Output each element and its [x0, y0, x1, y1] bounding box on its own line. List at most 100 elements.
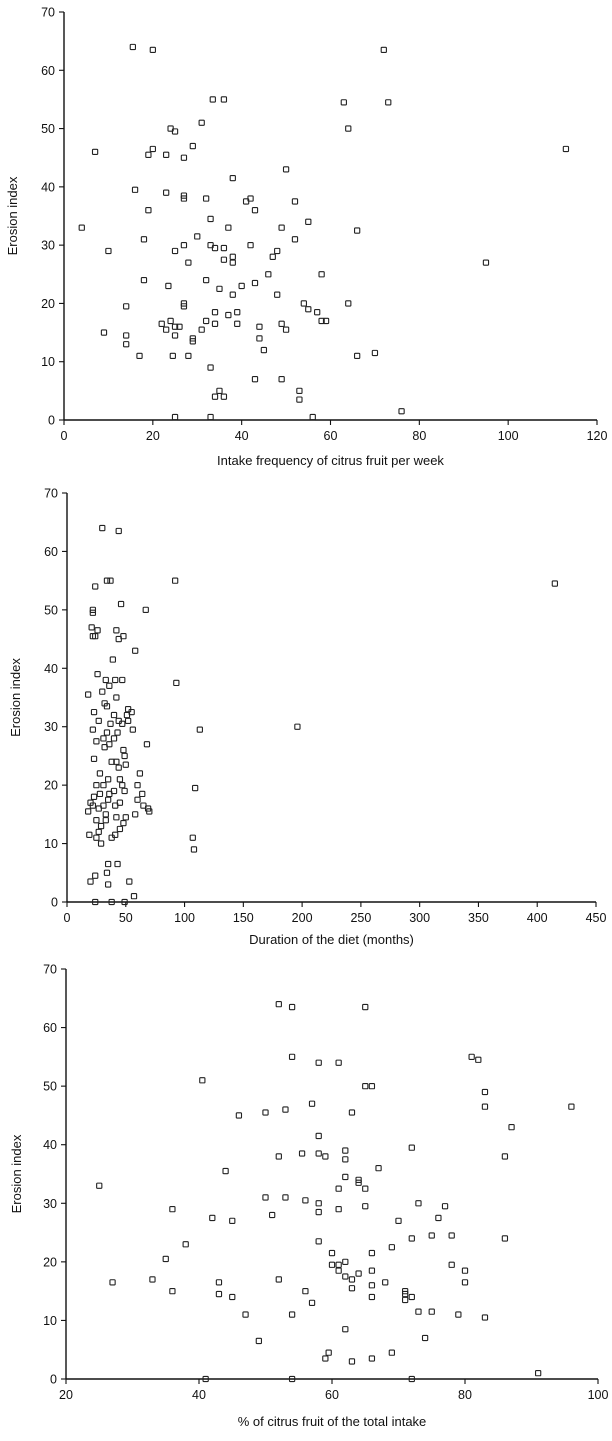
- data-point: [114, 860, 121, 868]
- data-point: [309, 413, 316, 421]
- data-point: [185, 259, 192, 266]
- data-point: [169, 1205, 176, 1213]
- data-point: [172, 577, 179, 584]
- data-point: [95, 717, 102, 725]
- scatter-chart-diet-duration: 0 10 20 30 40 50 60 70 0 50 100 150 200 250 300 350 400 4…: [8, 487, 606, 948]
- data-point: [568, 1103, 575, 1110]
- data-point: [158, 320, 165, 327]
- data-point: [109, 656, 116, 663]
- data-point: [162, 1255, 169, 1263]
- data-point: [251, 207, 259, 214]
- data-point: [92, 898, 99, 906]
- data-point: [302, 1197, 309, 1204]
- data-point: [171, 128, 179, 135]
- data-point: [163, 151, 170, 158]
- y-tick-label: 50: [41, 122, 55, 136]
- data-point: [328, 1249, 336, 1257]
- data-point: [288, 1003, 296, 1011]
- data-point: [353, 227, 361, 234]
- data-point: [415, 1308, 422, 1315]
- data-point: [340, 99, 347, 106]
- data-point: [278, 224, 285, 231]
- data-point: [149, 1276, 156, 1283]
- data-point: [455, 1311, 462, 1318]
- data-point: [180, 195, 188, 202]
- data-point: [115, 527, 122, 535]
- data-point: [169, 352, 176, 360]
- data-point: [182, 1241, 189, 1248]
- data-point: [116, 776, 124, 783]
- data-point: [274, 291, 281, 298]
- y-tick-label: 10: [43, 1314, 57, 1328]
- data-point: [348, 1285, 356, 1292]
- data-point: [145, 151, 152, 158]
- data-point: [93, 834, 100, 841]
- data-point: [171, 332, 179, 339]
- y-tick-label: 0: [50, 1373, 57, 1387]
- data-point: [242, 1311, 249, 1318]
- data-point: [123, 303, 130, 310]
- data-point: [106, 682, 113, 689]
- y-tick-label: 40: [41, 180, 55, 194]
- data-point: [255, 1337, 262, 1345]
- data-point: [190, 846, 198, 853]
- data-point: [108, 898, 115, 906]
- x-axis-title: % of citrus fruit of the total intake: [238, 1414, 427, 1429]
- x-tick-label: 60: [324, 429, 338, 443]
- data-point: [103, 577, 111, 584]
- data-point: [97, 840, 105, 847]
- data-point: [92, 583, 99, 590]
- data-point: [119, 676, 126, 684]
- data-point: [99, 524, 106, 532]
- data-point: [371, 349, 379, 357]
- data-point: [113, 814, 120, 821]
- data-point: [89, 802, 97, 809]
- data-point: [315, 1200, 322, 1207]
- data-point: [96, 1182, 103, 1189]
- data-point: [207, 215, 214, 223]
- data-point: [110, 735, 118, 742]
- data-point: [202, 1375, 209, 1383]
- y-tick-label: 40: [43, 1138, 57, 1152]
- data-point: [362, 1003, 369, 1011]
- data-point: [256, 323, 263, 330]
- data-point: [481, 1314, 489, 1321]
- y-tick-label: 10: [41, 355, 55, 369]
- data-point: [93, 738, 100, 745]
- data-point: [85, 691, 92, 698]
- data-point: [102, 676, 109, 684]
- data-point: [122, 761, 129, 768]
- data-point: [362, 1203, 369, 1210]
- data-point: [461, 1267, 469, 1274]
- data-point: [534, 1369, 542, 1377]
- data-point: [123, 341, 130, 348]
- data-point: [294, 723, 301, 730]
- data-point: [211, 320, 219, 327]
- data-point: [202, 276, 210, 284]
- data-point: [551, 580, 559, 587]
- data-point: [315, 1132, 322, 1140]
- data-point: [501, 1235, 509, 1242]
- data-point: [461, 1279, 469, 1286]
- y-tick-label: 50: [43, 1080, 57, 1094]
- data-point: [103, 729, 111, 736]
- y-axis-title: Erosion index: [5, 176, 20, 255]
- data-point: [275, 1153, 282, 1160]
- data-point: [345, 125, 352, 132]
- data-point: [468, 1053, 475, 1061]
- data-point: [278, 376, 285, 383]
- x-tick-label: 0: [64, 911, 71, 925]
- data-point: [342, 1173, 349, 1181]
- data-point: [342, 1156, 349, 1163]
- data-point: [167, 317, 174, 325]
- data-point: [302, 1287, 309, 1295]
- data-point: [362, 1185, 369, 1192]
- data-point: [282, 1194, 289, 1201]
- data-point: [107, 577, 114, 584]
- data-point: [132, 811, 139, 818]
- data-point: [314, 309, 321, 316]
- data-point: [355, 1270, 362, 1277]
- x-tick-label: 40: [235, 429, 249, 443]
- x-tick-label: 120: [587, 429, 608, 443]
- data-point: [278, 320, 285, 327]
